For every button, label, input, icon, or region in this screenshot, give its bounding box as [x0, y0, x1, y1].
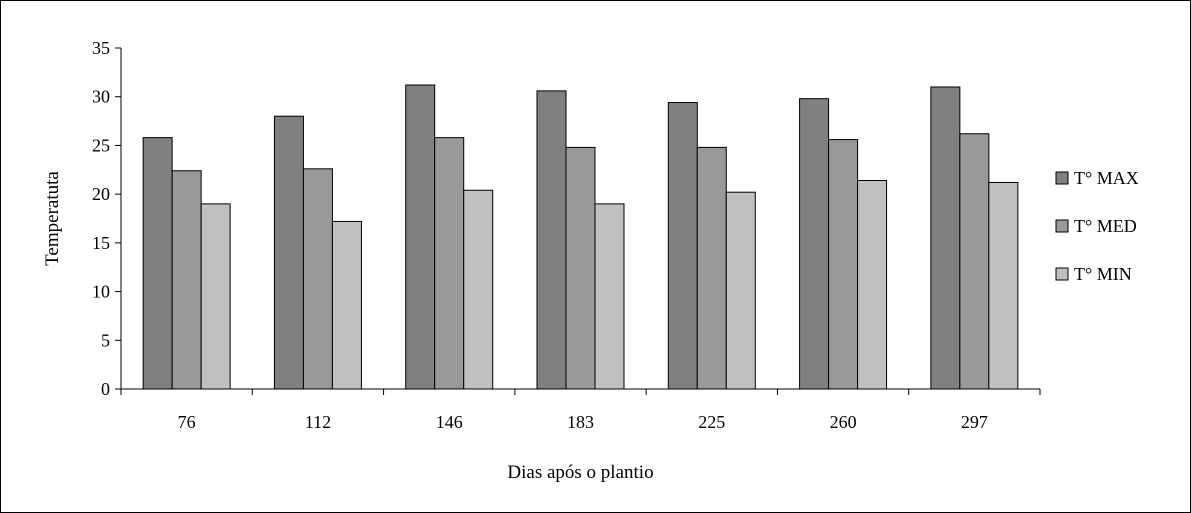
bar-t-min: [200, 203, 231, 390]
legend-swatch: [1055, 219, 1069, 233]
x-tick-label: 112: [305, 412, 331, 432]
x-ticks: 76 112 146 183 225 260 297: [120, 389, 1041, 432]
bar-t-max: [930, 86, 961, 390]
bar-t-med: [959, 133, 990, 390]
y-tick-label: 5: [101, 330, 110, 350]
y-tick-label: 10: [92, 282, 110, 302]
y-tick-label: 20: [92, 184, 110, 204]
bar-t-max: [667, 102, 698, 390]
y-tick-label: 30: [92, 87, 110, 107]
bar-t-med: [696, 146, 727, 390]
bar-t-min: [857, 180, 888, 390]
bar-t-med: [828, 139, 859, 390]
bar-t-med: [565, 146, 596, 390]
bar-t-med: [171, 170, 202, 390]
bar-t-min: [988, 181, 1019, 390]
bar-t-max: [273, 115, 304, 390]
bar-t-max: [142, 137, 173, 390]
bar-t-min: [463, 189, 494, 390]
y-tick-label: 25: [92, 135, 110, 155]
x-tick-label: 260: [830, 412, 857, 432]
y-tick-label: 35: [92, 38, 110, 58]
y-tick-label: 0: [101, 379, 110, 399]
bar-t-max: [405, 84, 436, 390]
bar-t-med: [434, 137, 465, 390]
y-axis-title: Temperatuta: [42, 171, 63, 266]
x-tick-label: 76: [178, 412, 196, 432]
bar-t-min: [594, 203, 625, 390]
bars-layer: [142, 84, 1019, 390]
x-tick-label: 146: [436, 412, 463, 432]
bar-t-med: [302, 168, 333, 390]
legend-label: T° MAX: [1074, 168, 1139, 188]
legend-swatch: [1055, 171, 1069, 185]
bar-t-max: [536, 90, 567, 390]
x-tick-label: 297: [961, 412, 988, 432]
legend-swatch: [1055, 267, 1069, 281]
bar-t-min: [725, 191, 756, 390]
x-tick-label: 183: [567, 412, 594, 432]
bar-t-max: [799, 98, 830, 390]
axes-layer: [120, 48, 1040, 390]
y-ticks: 0 5 10 15 20 25 30 35: [92, 38, 121, 399]
y-tick-label: 15: [92, 233, 110, 253]
legend: T° MAX T° MED T° MIN: [1055, 168, 1139, 284]
legend-label: T° MED: [1074, 216, 1137, 236]
bar-t-min: [331, 220, 362, 390]
legend-label: T° MIN: [1074, 264, 1132, 284]
x-tick-label: 225: [698, 412, 725, 432]
x-axis-title: Dias após o plantio: [507, 462, 653, 483]
